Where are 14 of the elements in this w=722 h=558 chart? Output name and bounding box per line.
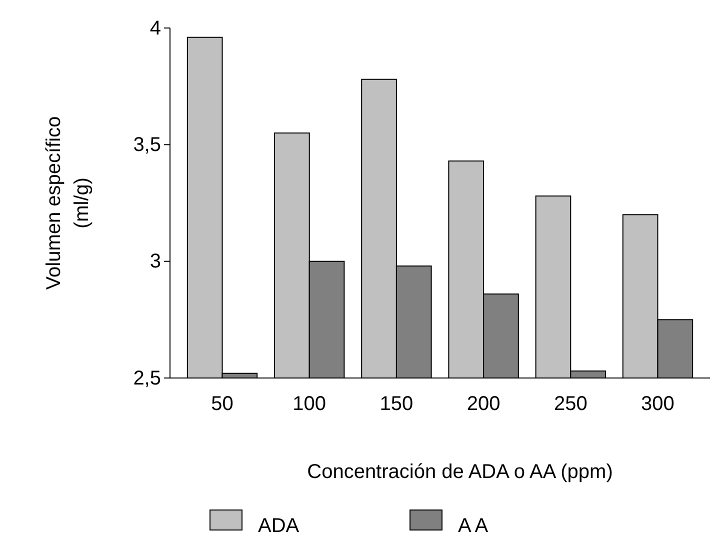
x-tick-label: 150 xyxy=(380,393,414,416)
y-tick-label: 4 xyxy=(150,17,161,40)
x-tick-label: 200 xyxy=(466,393,500,416)
y-axis-title: Volumen específico (ml/g) xyxy=(43,116,93,290)
y-tick-label: 3 xyxy=(150,250,161,273)
y-tick-label: 2,5 xyxy=(133,367,161,390)
x-tick-label: 300 xyxy=(641,393,674,416)
y-tick-label: 3,5 xyxy=(133,134,161,156)
x-tick-label: 100 xyxy=(292,393,326,416)
legend-label: A A xyxy=(458,515,489,537)
x-axis-title: Concentración de ADA o AA (ppm) xyxy=(307,461,613,483)
x-tick-label: 50 xyxy=(211,393,234,416)
legend-label: ADA xyxy=(258,515,300,537)
x-tick-label: 250 xyxy=(554,393,588,416)
